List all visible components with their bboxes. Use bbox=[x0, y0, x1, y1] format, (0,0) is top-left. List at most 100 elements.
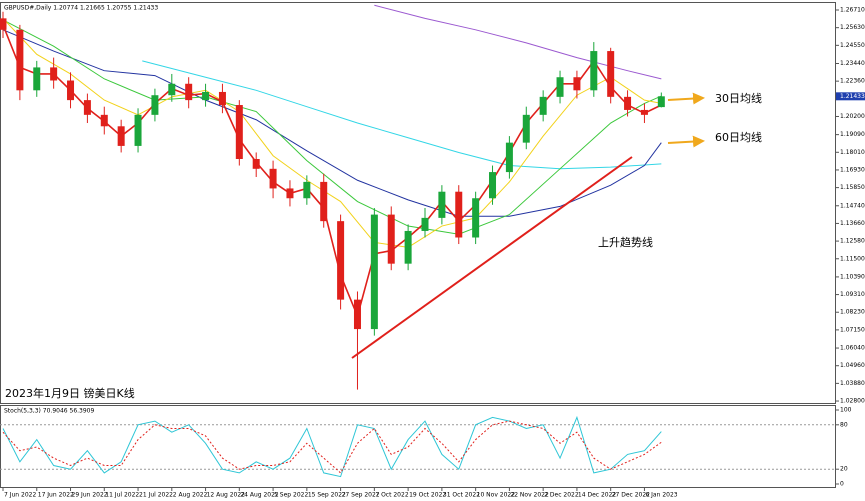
y-tick-label: 1.24550 bbox=[840, 42, 865, 49]
candle-body bbox=[67, 80, 75, 101]
stoch-plot bbox=[0, 415, 835, 478]
candle-body bbox=[33, 67, 41, 91]
candle-body bbox=[134, 114, 142, 146]
y-tick-label: 1.22360 bbox=[840, 78, 865, 85]
candle-body bbox=[151, 95, 159, 115]
y-tick-label: 100 bbox=[840, 407, 852, 414]
ma-line bbox=[2, 24, 662, 319]
y-tick-label: 1.09310 bbox=[840, 291, 865, 298]
candle-body bbox=[556, 77, 564, 97]
ma-line bbox=[142, 60, 662, 170]
x-tick-label: 12 Aug 2022 bbox=[207, 492, 246, 499]
y-tick-label: 1.19090 bbox=[840, 131, 865, 138]
trend-line bbox=[351, 156, 633, 359]
candle-body bbox=[168, 83, 176, 96]
candle-body bbox=[100, 114, 108, 127]
candle-body bbox=[320, 181, 328, 222]
candle-body bbox=[640, 109, 648, 115]
y-tick-label: 1.03880 bbox=[840, 380, 865, 387]
ma-line bbox=[2, 18, 662, 248]
x-tick-label: 10 Nov 2022 bbox=[477, 492, 516, 499]
candle-body bbox=[286, 188, 294, 199]
annotation: 上升趋势线 bbox=[598, 235, 653, 249]
chart-header: GBPUSD#,Daily 1.20774 1.21665 1.20755 1.… bbox=[4, 5, 158, 12]
x-tick-label: 22 Nov 2022 bbox=[510, 492, 549, 499]
y-tick-label: 1.20200 bbox=[840, 113, 865, 120]
y-tick-label: 1.15850 bbox=[840, 184, 865, 191]
y-tick-label: 1.26710 bbox=[840, 7, 865, 14]
candle-body bbox=[404, 230, 412, 264]
candle-body bbox=[472, 198, 480, 238]
last-price-label: 1.21433 bbox=[840, 93, 865, 100]
y-tick-label: 1.13660 bbox=[840, 220, 865, 227]
candle-body bbox=[218, 91, 226, 106]
y-tick-label: 1.14740 bbox=[840, 202, 865, 209]
x-tick-label: 19 Oct 2022 bbox=[409, 492, 446, 499]
x-tick-label: 14 Dec 2022 bbox=[578, 492, 617, 499]
stoch-panel bbox=[0, 405, 836, 488]
y-tick-label: 1.06040 bbox=[840, 345, 865, 352]
candle-body bbox=[0, 18, 7, 30]
candle-body bbox=[117, 126, 125, 146]
y-tick-label: 1.18010 bbox=[840, 149, 865, 156]
y-tick-label: 1.12580 bbox=[840, 238, 865, 245]
y-tick-label: 1.25630 bbox=[840, 24, 865, 31]
candle-body bbox=[269, 168, 277, 189]
stoch-line bbox=[2, 420, 662, 474]
y-tick-label: 20 bbox=[840, 466, 848, 473]
y-tick-label: 1.02800 bbox=[840, 398, 865, 405]
arrow bbox=[667, 92, 705, 105]
stoch-line bbox=[2, 415, 662, 478]
y-tick-label: 1.23440 bbox=[840, 60, 865, 67]
ma-line bbox=[2, 29, 662, 217]
x-tick-label: 15 Sep 2022 bbox=[308, 492, 346, 499]
y-tick-label: 0 bbox=[840, 481, 844, 488]
y-tick-label: 1.16930 bbox=[840, 166, 865, 173]
candle-body bbox=[539, 96, 547, 115]
caption: 2023年1月9日 镑美日K线 bbox=[5, 386, 135, 400]
x-tick-label: 6 Jan 2023 bbox=[645, 492, 677, 499]
candle-body bbox=[202, 91, 210, 101]
x-tick-label: 27 Sep 2022 bbox=[342, 492, 380, 499]
candle-body bbox=[50, 67, 58, 81]
candle-body bbox=[438, 191, 446, 218]
candle-body bbox=[353, 299, 361, 330]
candle-body bbox=[370, 214, 378, 330]
candle-body bbox=[657, 96, 665, 108]
last-price-box bbox=[836, 92, 865, 101]
x-tick-label: 17 Jun 2022 bbox=[38, 492, 74, 499]
price-plot bbox=[0, 4, 665, 390]
candle-body bbox=[421, 217, 429, 231]
candle-body bbox=[83, 100, 91, 115]
candle-body bbox=[573, 77, 581, 91]
x-tick-label: 7 Oct 2022 bbox=[375, 492, 408, 499]
candle-body bbox=[185, 83, 193, 101]
candle-body bbox=[337, 221, 345, 300]
y-tick-label: 1.08230 bbox=[840, 309, 865, 316]
x-tick-label: 11 Jul 2022 bbox=[105, 492, 139, 499]
candle-body bbox=[590, 51, 598, 91]
candle-body bbox=[303, 181, 311, 199]
ma-line bbox=[2, 19, 662, 235]
x-tick-label: 24 Aug 2022 bbox=[240, 492, 279, 499]
candle-body bbox=[607, 51, 615, 97]
y-tick-label: 1.10390 bbox=[840, 273, 865, 280]
candle-body bbox=[387, 214, 395, 264]
candle-body bbox=[235, 105, 243, 159]
x-tick-label: 2 Dec 2022 bbox=[544, 492, 579, 499]
ma-line bbox=[374, 4, 662, 80]
y-tick-label: 1.11500 bbox=[840, 255, 865, 262]
x-tick-label: 2 Aug 2022 bbox=[173, 492, 208, 499]
x-tick-label: 7 Jun 2022 bbox=[4, 492, 36, 499]
annotation: 60日均线 bbox=[715, 130, 762, 144]
main-panel bbox=[0, 2, 836, 404]
stoch-label: Stoch(5,3,3) 70.9046 56.3909 bbox=[4, 408, 95, 415]
annotation: 30日均线 bbox=[715, 91, 762, 105]
x-tick-label: 5 Sep 2022 bbox=[274, 492, 308, 499]
arrow bbox=[667, 135, 705, 148]
y-tick-label: 80 bbox=[840, 421, 848, 428]
candle-body bbox=[522, 114, 530, 143]
candle-body bbox=[489, 172, 497, 199]
y-tick-label: 1.07150 bbox=[840, 326, 865, 333]
